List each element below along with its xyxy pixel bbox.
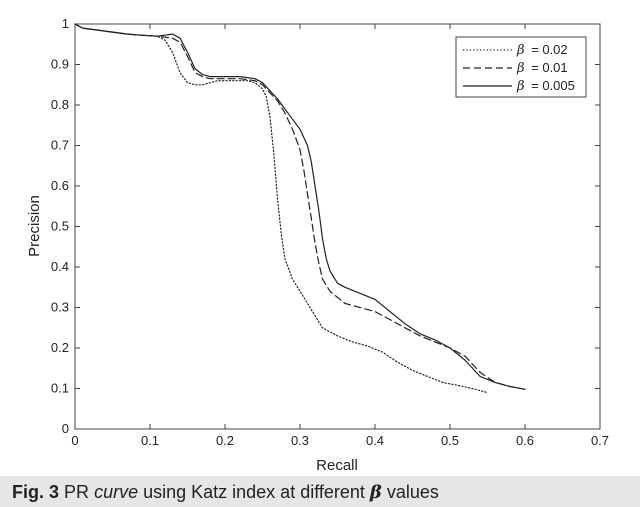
legend-beta-symbol: β (516, 79, 525, 94)
legend-value: = 0.02 (531, 42, 568, 57)
caption-text-after: values (386, 482, 439, 502)
x-tick-label: 0.2 (216, 433, 234, 448)
y-tick-label: 0.1 (51, 381, 69, 396)
caption-label: Fig. 3 (12, 482, 60, 502)
figure-caption: Fig. 3 PR curve using Katz index at diff… (0, 476, 640, 507)
legend-box (455, 36, 587, 98)
x-tick-label: 0.6 (516, 433, 534, 448)
caption-text-before: PR (64, 482, 90, 502)
x-tick-label: 0 (71, 433, 78, 448)
legend-value: = 0.005 (531, 78, 575, 93)
series-layer (74, 23, 526, 394)
series-line-2 (74, 23, 526, 390)
y-tick-label: 0 (62, 421, 69, 436)
legend: β = 0.02 β = 0.01 β = 0.005 (455, 36, 587, 98)
series-line-0 (74, 23, 489, 394)
x-tick-label: 0.7 (591, 433, 609, 448)
y-tick-label: 0.7 (51, 138, 69, 153)
x-tick-label: 0.5 (441, 433, 459, 448)
legend-label-series-2: β = 0.005 (516, 78, 575, 94)
caption-text-italic: curve (94, 482, 139, 502)
y-tick-label: 0.8 (51, 97, 69, 112)
x-axis-label: Recall (316, 457, 358, 474)
y-tick-label: 0.4 (51, 259, 69, 274)
series-line-1 (74, 23, 526, 390)
caption-beta-symbol: β (369, 482, 382, 503)
x-tick-label: 0.3 (291, 433, 309, 448)
y-axis-label: Precision (26, 195, 43, 257)
y-tick-label: 0.2 (51, 340, 69, 355)
x-axis-ticks: 0 0.1 0.2 0.3 0.4 0.5 0.6 0.7 (71, 24, 609, 448)
legend-label-series-1: β = 0.01 (516, 60, 568, 76)
y-tick-label: 0.3 (51, 300, 69, 315)
x-tick-label: 0.4 (366, 433, 384, 448)
legend-label-series-0: β = 0.02 (516, 42, 568, 58)
x-tick-label: 0.1 (141, 433, 159, 448)
caption-text-middle: using Katz index at different (143, 482, 365, 502)
legend-value: = 0.01 (531, 60, 568, 75)
y-tick-label: 0.5 (51, 219, 69, 234)
legend-beta-symbol: β (516, 61, 525, 76)
y-tick-label: 0.9 (51, 57, 69, 72)
y-tick-label: 1 (62, 16, 69, 31)
y-axis-ticks: 0 0.1 0.2 0.3 0.4 0.5 0.6 0.7 0.8 0.9 1 (51, 16, 600, 436)
pr-curve-chart: 0 0.1 0.2 0.3 0.4 0.5 0.6 0.7 00.10.20.30.40.50… (26, 16, 609, 474)
legend-beta-symbol: β (516, 43, 525, 58)
y-tick-label: 0.6 (51, 178, 69, 193)
